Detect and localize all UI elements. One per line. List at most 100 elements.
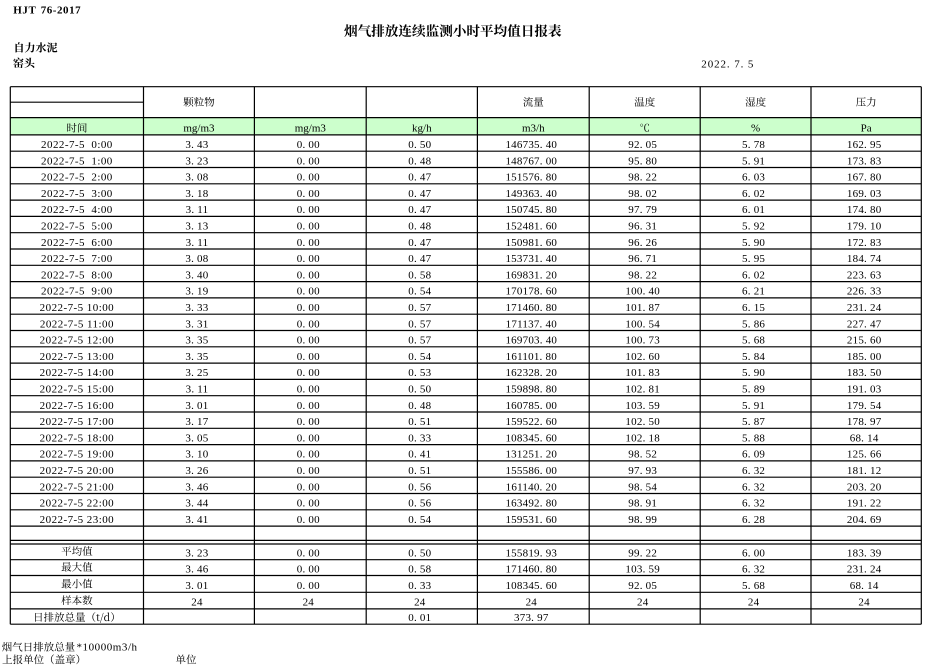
svg-text:102. 81: 102. 81 (625, 384, 660, 396)
svg-text:227. 47: 227. 47 (847, 318, 882, 330)
svg-text:6. 32: 6. 32 (742, 563, 765, 575)
svg-text:162328. 20: 162328. 20 (505, 367, 557, 379)
svg-text:5. 68: 5. 68 (742, 335, 765, 347)
svg-text:125. 66: 125. 66 (847, 449, 882, 461)
svg-text:2022-7-5 14:00: 2022-7-5 14:00 (40, 367, 114, 379)
svg-text:2022-7-5 7:00: 2022-7-5 7:00 (41, 253, 113, 265)
svg-text:153731. 40: 153731. 40 (505, 253, 557, 265)
svg-text:HJT: HJT (13, 4, 36, 16)
svg-text:150745. 80: 150745. 80 (505, 204, 557, 216)
svg-text:2022-7-5 5:00: 2022-7-5 5:00 (41, 221, 113, 233)
svg-text:185. 00: 185. 00 (847, 351, 882, 363)
svg-text:0. 47: 0. 47 (408, 188, 431, 200)
svg-text:0. 00: 0. 00 (297, 367, 320, 379)
svg-text:162. 95: 162. 95 (847, 139, 882, 151)
svg-text:146735. 40: 146735. 40 (505, 139, 557, 151)
svg-text:171460. 80: 171460. 80 (505, 302, 557, 314)
svg-text:2022-7-5 8:00: 2022-7-5 8:00 (41, 269, 113, 281)
svg-text:2022-7-5 10:00: 2022-7-5 10:00 (40, 302, 114, 314)
svg-text:161101. 80: 161101. 80 (506, 351, 558, 363)
svg-text:0. 00: 0. 00 (297, 269, 320, 281)
svg-text:96. 71: 96. 71 (628, 253, 657, 265)
svg-text:163492. 80: 163492. 80 (505, 498, 557, 510)
svg-text:3. 46: 3. 46 (185, 563, 208, 575)
svg-text:2022-7-5 23:00: 2022-7-5 23:00 (40, 514, 114, 526)
svg-text:0. 54: 0. 54 (408, 514, 431, 526)
svg-text:101. 83: 101. 83 (625, 367, 660, 379)
svg-text:172. 83: 172. 83 (847, 237, 882, 249)
svg-text:5. 92: 5. 92 (742, 221, 765, 233)
svg-text:0. 58: 0. 58 (408, 563, 431, 575)
svg-text:170178. 60: 170178. 60 (505, 286, 557, 298)
svg-text:98. 54: 98. 54 (628, 481, 657, 493)
svg-text:0. 54: 0. 54 (408, 351, 431, 363)
svg-text:6. 28: 6. 28 (742, 514, 765, 526)
svg-text:3. 08: 3. 08 (185, 172, 208, 184)
svg-text:3. 46: 3. 46 (185, 481, 208, 493)
svg-text:159898. 80: 159898. 80 (505, 384, 557, 396)
svg-text:173. 83: 173. 83 (847, 155, 882, 167)
svg-text:102. 50: 102. 50 (625, 416, 660, 428)
svg-text:3. 25: 3. 25 (185, 367, 208, 379)
svg-text:0. 41: 0. 41 (408, 449, 431, 461)
svg-text:5. 68: 5. 68 (742, 580, 765, 592)
svg-text:0. 00: 0. 00 (297, 449, 320, 461)
svg-text:98. 91: 98. 91 (628, 498, 657, 510)
svg-text:183. 50: 183. 50 (847, 367, 882, 379)
svg-text:151576. 80: 151576. 80 (505, 172, 557, 184)
svg-text:98. 22: 98. 22 (628, 172, 657, 184)
svg-text:2022-7-5 3:00: 2022-7-5 3:00 (41, 188, 113, 200)
svg-text:0. 00: 0. 00 (297, 172, 320, 184)
svg-text:5. 90: 5. 90 (742, 237, 765, 249)
svg-text:2022-7-5 16:00: 2022-7-5 16:00 (40, 400, 114, 412)
svg-text:2022-7-5 11:00: 2022-7-5 11:00 (40, 318, 114, 330)
svg-text:160785. 00: 160785. 00 (505, 400, 557, 412)
svg-text:159531. 60: 159531. 60 (505, 514, 557, 526)
svg-text:2022. 7. 5: 2022. 7. 5 (701, 59, 754, 71)
svg-text:100. 54: 100. 54 (625, 318, 660, 330)
svg-text:100. 73: 100. 73 (625, 335, 660, 347)
svg-text:2022-7-5 13:00: 2022-7-5 13:00 (40, 351, 114, 363)
svg-text:191. 03: 191. 03 (847, 384, 882, 396)
svg-text:3. 26: 3. 26 (185, 465, 208, 477)
svg-text:3. 35: 3. 35 (185, 335, 208, 347)
svg-text:169. 03: 169. 03 (847, 188, 882, 200)
svg-text:184. 74: 184. 74 (847, 253, 882, 265)
svg-text:6. 02: 6. 02 (742, 188, 765, 200)
svg-text:0. 00: 0. 00 (297, 302, 320, 314)
svg-text:98. 99: 98. 99 (628, 514, 657, 526)
svg-text:100. 40: 100. 40 (625, 286, 660, 298)
svg-text:92. 05: 92. 05 (628, 580, 657, 592)
svg-text:178. 97: 178. 97 (847, 416, 882, 428)
svg-text:3. 17: 3. 17 (185, 416, 208, 428)
svg-text:6. 03: 6. 03 (742, 172, 765, 184)
svg-text:0. 47: 0. 47 (408, 172, 431, 184)
svg-text:0. 00: 0. 00 (297, 237, 320, 249)
svg-text:0. 00: 0. 00 (297, 286, 320, 298)
svg-text:98. 22: 98. 22 (628, 269, 657, 281)
svg-text:6. 32: 6. 32 (742, 481, 765, 493)
svg-text:0. 00: 0. 00 (297, 465, 320, 477)
svg-text:99. 22: 99. 22 (628, 548, 657, 560)
svg-text:76-2017: 76-2017 (41, 4, 82, 16)
svg-text:3. 05: 3. 05 (185, 432, 208, 444)
svg-text:2022-7-5 17:00: 2022-7-5 17:00 (40, 416, 114, 428)
svg-text:0. 00: 0. 00 (297, 155, 320, 167)
svg-text:2022-7-5 21:00: 2022-7-5 21:00 (40, 481, 114, 493)
svg-text:0. 57: 0. 57 (408, 335, 431, 347)
svg-text:161140. 20: 161140. 20 (506, 481, 558, 493)
svg-text:92. 05: 92. 05 (628, 139, 657, 151)
svg-text:Pa: Pa (861, 123, 872, 135)
svg-text:2022-7-5 19:00: 2022-7-5 19:00 (40, 449, 114, 461)
svg-text:0. 54: 0. 54 (408, 286, 431, 298)
svg-text:24: 24 (858, 597, 870, 609)
svg-text:5. 86: 5. 86 (742, 318, 765, 330)
svg-text:0. 48: 0. 48 (408, 400, 431, 412)
svg-text:171460. 80: 171460. 80 (505, 563, 557, 575)
svg-text:3. 23: 3. 23 (185, 548, 208, 560)
svg-text:0. 58: 0. 58 (408, 269, 431, 281)
svg-text:3. 10: 3. 10 (185, 449, 208, 461)
svg-text:mg/m3: mg/m3 (295, 123, 327, 135)
svg-text:0. 57: 0. 57 (408, 302, 431, 314)
svg-text:169831. 20: 169831. 20 (505, 269, 557, 281)
